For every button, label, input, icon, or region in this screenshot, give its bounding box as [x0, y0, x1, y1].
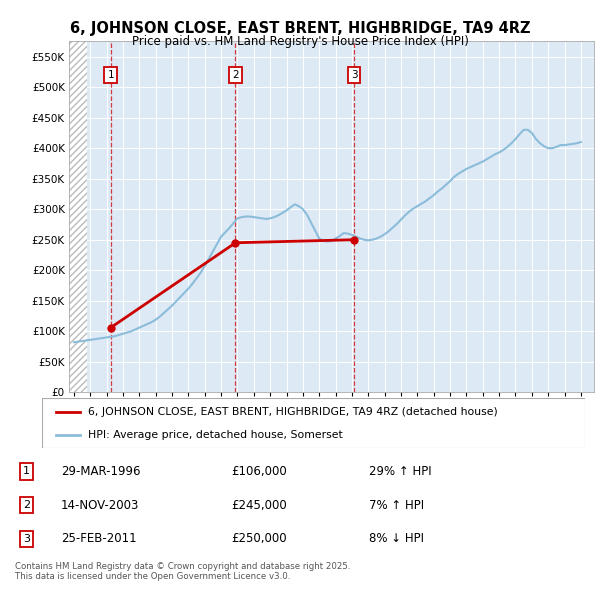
Text: 29% ↑ HPI: 29% ↑ HPI — [369, 465, 432, 478]
Text: 3: 3 — [23, 533, 30, 543]
Text: 6, JOHNSON CLOSE, EAST BRENT, HIGHBRIDGE, TA9 4RZ: 6, JOHNSON CLOSE, EAST BRENT, HIGHBRIDGE… — [70, 21, 530, 35]
Text: Contains HM Land Registry data © Crown copyright and database right 2025.
This d: Contains HM Land Registry data © Crown c… — [15, 562, 350, 581]
FancyBboxPatch shape — [42, 398, 585, 448]
Text: 1: 1 — [23, 467, 30, 477]
Text: 25-FEB-2011: 25-FEB-2011 — [61, 532, 137, 545]
Text: 29-MAR-1996: 29-MAR-1996 — [61, 465, 140, 478]
Text: 7% ↑ HPI: 7% ↑ HPI — [369, 499, 424, 512]
Text: 3: 3 — [351, 70, 358, 80]
Bar — [69, 41, 87, 392]
Text: 2: 2 — [232, 70, 239, 80]
Point — [230, 238, 240, 247]
Point — [106, 323, 116, 332]
Text: £106,000: £106,000 — [231, 465, 287, 478]
Text: 6, JOHNSON CLOSE, EAST BRENT, HIGHBRIDGE, TA9 4RZ (detached house): 6, JOHNSON CLOSE, EAST BRENT, HIGHBRIDGE… — [88, 407, 498, 417]
Point — [349, 235, 359, 244]
Text: 2: 2 — [23, 500, 30, 510]
Text: 8% ↓ HPI: 8% ↓ HPI — [369, 532, 424, 545]
Text: HPI: Average price, detached house, Somerset: HPI: Average price, detached house, Some… — [88, 430, 343, 440]
Text: Price paid vs. HM Land Registry's House Price Index (HPI): Price paid vs. HM Land Registry's House … — [131, 35, 469, 48]
Text: 14-NOV-2003: 14-NOV-2003 — [61, 499, 139, 512]
Text: 1: 1 — [107, 70, 114, 80]
Text: £245,000: £245,000 — [231, 499, 287, 512]
Text: £250,000: £250,000 — [231, 532, 287, 545]
